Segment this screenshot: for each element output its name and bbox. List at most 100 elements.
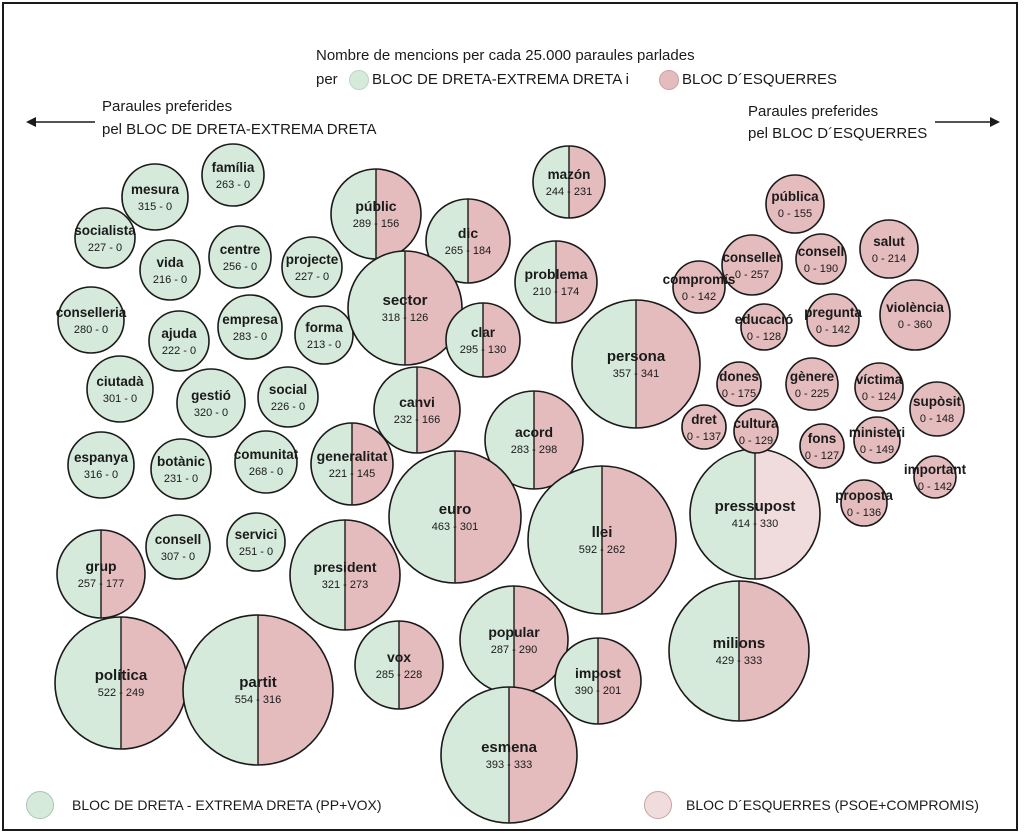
bubble-value-label: 0 - 175: [722, 388, 756, 400]
bubble-value-label: 0 - 137: [687, 431, 721, 443]
bubble-value-label: 287 - 290: [491, 644, 537, 656]
bubble-violencia: violència 0 - 360: [879, 279, 951, 351]
title-left-bloc-swatch: [659, 70, 679, 90]
bubble-right-half: [348, 251, 405, 365]
bubble-word-label: partit: [239, 674, 277, 691]
bubble-right-half: [55, 617, 121, 749]
bubble-botanic: botànic 231 - 0: [150, 438, 212, 500]
bubble-word-label: pública: [771, 189, 819, 204]
bubble-left-half: [806, 293, 860, 347]
bubble-word-label: violència: [886, 300, 944, 315]
bubble-left-half: [909, 381, 965, 437]
bubble-consell: consell 0 - 190: [795, 233, 847, 285]
bubble-left-half: [534, 391, 583, 489]
bubble-word-label: generalitat: [317, 448, 388, 464]
bubble-value-label: 0 - 214: [872, 253, 906, 265]
right-side-label-line1: Paraules preferides: [748, 103, 879, 120]
chart-title: Nombre de mencions per cada 25.000 parau…: [316, 47, 695, 64]
bubble-left-half: [739, 581, 809, 721]
bubble-outline: [310, 422, 394, 506]
bubble-ajuda: ajuda 222 - 0: [148, 310, 210, 372]
bubble-word-label: espanya: [74, 450, 129, 465]
bubble-genere: gènere 0 - 225: [785, 357, 839, 411]
bubble-servici: servici 251 - 0: [226, 512, 286, 572]
bubble-word-label: ciutadà: [96, 374, 144, 389]
title-left-bloc-label: BLOC D´ESQUERRES: [682, 71, 838, 88]
bubble-right-half: [572, 300, 636, 428]
bubble-value-label: 285 - 228: [376, 669, 422, 681]
bubble-salut: salut 0 - 214: [859, 219, 919, 279]
bubble-value-label: 0 - 360: [898, 319, 932, 331]
bubble-problema: problema 210 - 174: [514, 240, 598, 324]
bubble-outline: [354, 620, 444, 710]
bubble-word-label: clar: [471, 325, 496, 340]
bubble-canvi: canvi 232 - 166: [373, 366, 461, 454]
legend-left-bloc-label: BLOC D´ESQUERRES (PSOE+COMPROMIS): [686, 797, 979, 813]
bubble-word-label: esmena: [481, 739, 538, 756]
bubble-word-label: president: [313, 559, 376, 575]
legend-right-bloc-label: BLOC DE DRETA - EXTREMA DRETA (PP+VOX): [72, 797, 382, 813]
bubble-outline: [425, 198, 511, 284]
bubble-value-label: 256 - 0: [223, 261, 257, 273]
bubble-important: important 0 - 142: [904, 455, 967, 499]
bubble-outline: [571, 299, 701, 429]
bubble-value-label: 414 - 330: [732, 518, 778, 530]
bubble-vox: vox 285 - 228: [354, 620, 444, 710]
bubble-right-half: [281, 236, 343, 298]
bubble-left-half: [598, 638, 641, 724]
bubble-dic: dic 265 - 184: [425, 198, 511, 284]
bubble-outline: [440, 686, 578, 824]
bubble-word-label: política: [95, 667, 148, 684]
left-side-label-line1: Paraules preferides: [102, 98, 233, 115]
bubble-left-half: [840, 479, 888, 527]
bubble-milions: milions 429 - 333: [668, 580, 810, 722]
bubble-comunitat: comunitat 268 - 0: [234, 430, 299, 494]
bubble-value-label: 393 - 333: [486, 759, 532, 771]
bubble-left-half: [716, 361, 762, 407]
bubble-right-half: [446, 303, 483, 377]
bubble-right-half: [57, 530, 101, 618]
bubble-left-half: [795, 233, 847, 285]
bubble-euro: euro 463 - 301: [388, 450, 522, 584]
bubble-word-label: important: [904, 462, 967, 477]
bubble-value-label: 289 - 156: [353, 218, 399, 230]
bubble-projecte: projecte 227 - 0: [281, 236, 343, 298]
bubble-llei: llei 592 - 262: [527, 465, 677, 615]
bubble-mazon: mazón 244 - 231: [532, 145, 606, 219]
left-side-label-line2: pel BLOC DE DRETA-EXTREMA DRETA: [102, 121, 377, 138]
bubble-value-label: 0 - 136: [847, 507, 881, 519]
direction-arrows: [26, 117, 1000, 127]
bubble-value-label: 221 - 145: [329, 468, 375, 480]
bubble-left-half: [376, 169, 421, 259]
bubble-value-label: 0 - 124: [862, 391, 896, 403]
bubble-left-half: [854, 362, 904, 412]
bubble-left-half: [733, 408, 779, 454]
bubble-right-half: [515, 241, 556, 323]
bubble-left-half: [468, 199, 510, 283]
bubble-value-label: 429 - 333: [716, 655, 762, 667]
bubble-right-half: [290, 520, 345, 630]
bubble-left-half: [514, 586, 568, 694]
bubble-value-label: 0 - 148: [920, 413, 954, 425]
bubble-word-label: popular: [488, 624, 540, 640]
bubble-left-half: [556, 241, 597, 323]
bubble-value-label: 268 - 0: [249, 466, 283, 478]
bubble-value-label: 390 - 201: [575, 685, 621, 697]
bubble-right-half: [485, 391, 534, 489]
bubble-acord: acord 283 - 298: [484, 390, 584, 490]
bubble-value-label: 232 - 166: [394, 414, 440, 426]
bubble-victima: víctima 0 - 124: [854, 362, 904, 412]
bubble-word-label: socialista: [74, 223, 136, 238]
bubble-word-label: dones: [719, 369, 759, 384]
bubble-right-half: [533, 146, 569, 218]
bubble-left-half: [853, 416, 901, 464]
bubble-right-half: [690, 449, 755, 579]
bubble-left-half: [101, 530, 145, 618]
bubble-outline: [514, 240, 598, 324]
bubble-right-half: [183, 615, 258, 765]
bubble-value-label: 463 - 301: [432, 521, 478, 533]
bubble-consell: consell 307 - 0: [145, 514, 211, 580]
bubble-word-label: mesura: [131, 182, 180, 197]
bubble-value-label: 210 - 174: [533, 286, 579, 298]
bubble-right-half: [217, 294, 283, 360]
